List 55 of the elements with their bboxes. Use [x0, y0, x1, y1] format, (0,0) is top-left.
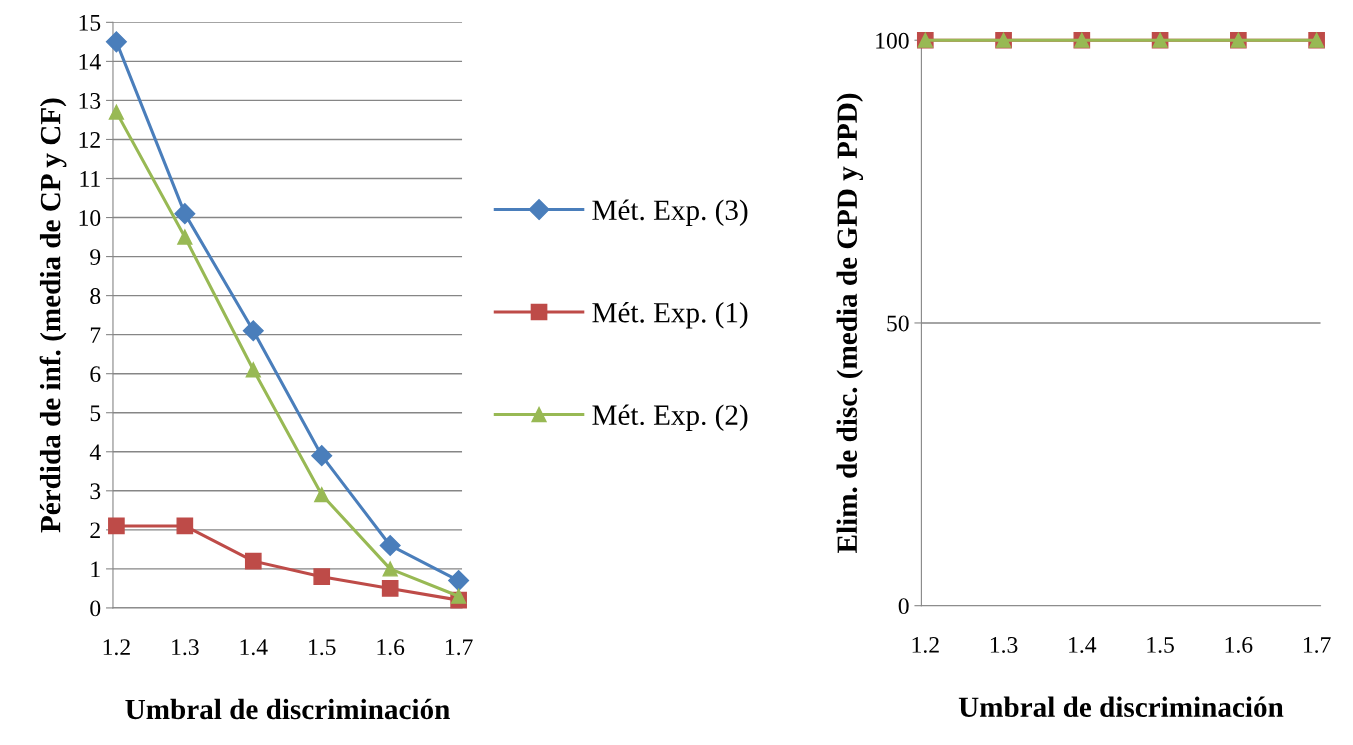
y-tick-label: 7 — [90, 327, 101, 343]
point — [313, 568, 331, 586]
point — [244, 552, 262, 570]
y-tick-label: 100 — [876, 32, 909, 49]
y-tick-label: 2 — [90, 522, 100, 539]
y-tick-label: 11 — [80, 171, 100, 187]
y-tick-label: 50 — [887, 315, 909, 332]
x-tick-label: 1.5 — [309, 639, 336, 656]
legend-label: Mét. Exp. (1) — [592, 301, 748, 329]
point — [108, 517, 125, 535]
y-tick-label: 10 — [79, 210, 101, 226]
point — [176, 517, 194, 535]
point — [177, 229, 193, 245]
y-tick-label: 14 — [79, 53, 101, 70]
point — [108, 104, 125, 120]
x-tick-label: 1.4 — [240, 639, 268, 656]
y-tick-label: 12 — [79, 132, 100, 148]
y-tick-label: 0 — [90, 600, 101, 617]
point — [448, 570, 470, 592]
point — [105, 31, 127, 53]
y-tick-label: 9 — [90, 249, 101, 265]
x-tick-label: 1.3 — [172, 639, 199, 656]
point — [245, 362, 261, 378]
point — [381, 580, 399, 597]
y-tick-label: 4 — [89, 444, 101, 460]
y-tick-label: 8 — [90, 288, 101, 305]
point — [311, 445, 333, 467]
y-tick-label: 1 — [91, 561, 100, 578]
point — [174, 203, 196, 225]
x-tick-label: 1.7 — [445, 639, 473, 656]
x-tick-label: 1.7 — [1303, 637, 1331, 653]
x-axis-title: Umbral de discriminación — [958, 696, 1284, 718]
y-tick-label: 5 — [90, 405, 101, 422]
x-axis-title: Umbral de discriminación — [125, 698, 450, 720]
y-tick-label: 13 — [79, 92, 101, 109]
point — [379, 534, 401, 556]
legend-label: Mét. Exp. (3) — [592, 199, 748, 226]
y-axis-title: Elim. de disc. (media de GPD y PPD) — [836, 93, 864, 553]
legend-label: Mét. Exp. (2) — [592, 404, 748, 431]
x-tick-label: 1.6 — [1225, 636, 1253, 653]
y-tick-label: 15 — [79, 14, 101, 31]
x-tick-label: 1.2 — [103, 639, 130, 656]
x-tick-label: 1.4 — [1069, 637, 1097, 653]
x-tick-label: 1.2 — [912, 636, 939, 653]
y-tick-label: 0 — [898, 598, 909, 615]
point — [382, 561, 398, 577]
x-tick-label: 1.6 — [377, 639, 405, 656]
point — [314, 487, 330, 503]
y-tick-label: 3 — [90, 483, 101, 500]
point — [450, 588, 467, 604]
y-tick-label: 6 — [90, 366, 101, 383]
y-axis-title: Pérdida de inf. (media de CP y CF) — [39, 98, 67, 533]
x-tick-label: 1.3 — [990, 636, 1018, 653]
point — [242, 320, 264, 342]
x-tick-label: 1.5 — [1147, 637, 1174, 653]
